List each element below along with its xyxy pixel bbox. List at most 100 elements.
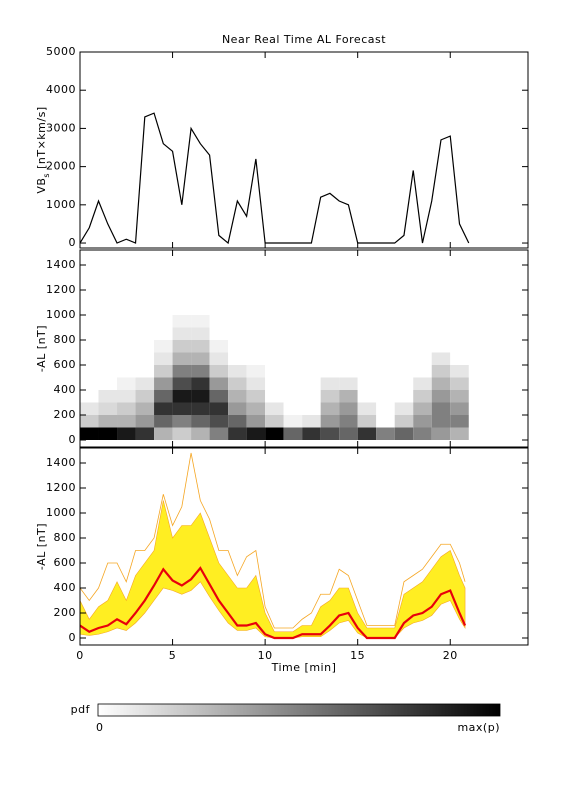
- y-tick-label: 800: [54, 333, 77, 346]
- heat-cell: [228, 377, 247, 390]
- heat-cell: [191, 340, 210, 353]
- heat-cell: [117, 315, 136, 328]
- series-line: [80, 566, 467, 640]
- y-tick-label: 200: [54, 606, 77, 619]
- heat-cell: [154, 352, 173, 365]
- heat-cell: [357, 302, 377, 315]
- heat-cell: [228, 302, 247, 315]
- heat-cell: [209, 290, 229, 303]
- heat-cell: [394, 365, 414, 378]
- series-line: [80, 112, 470, 245]
- x-axis-label: Time [min]: [271, 661, 337, 674]
- heat-cell: [431, 365, 451, 378]
- heat-cell: [135, 390, 155, 403]
- heat-cell: [376, 415, 395, 428]
- heat-cell: [209, 377, 229, 390]
- heat-cell: [394, 402, 414, 415]
- x-tick-label: 10: [258, 649, 273, 662]
- heat-cell: [265, 315, 284, 328]
- heat-cell: [431, 390, 451, 403]
- y-tick-label: 1400: [46, 258, 76, 271]
- heat-cell: [117, 415, 136, 428]
- y-tick-label: 600: [54, 358, 77, 371]
- heat-cell: [302, 390, 321, 403]
- heat-cell: [209, 402, 229, 415]
- heat-cell: [357, 427, 377, 440]
- heat-cell: [135, 290, 155, 303]
- heat-cell: [191, 377, 210, 390]
- heat-cell: [394, 390, 414, 403]
- series-line: [80, 452, 466, 629]
- heat-cell: [394, 315, 414, 328]
- heat-cell: [135, 327, 155, 340]
- heat-cell: [246, 327, 266, 340]
- heat-cell: [135, 415, 155, 428]
- heat-cell: [320, 315, 340, 328]
- heat-cell: [283, 290, 303, 303]
- heat-cell: [209, 352, 229, 365]
- heat-cell: [394, 290, 414, 303]
- heat-cell: [376, 315, 395, 328]
- heat-cell: [135, 352, 155, 365]
- heat-cell: [191, 390, 210, 403]
- heat-cell: [302, 427, 321, 440]
- heat-cell: [357, 402, 377, 415]
- band: [80, 500, 466, 639]
- y-axis-label-part: [nT×km/s]: [35, 106, 48, 173]
- heat-cell: [228, 390, 247, 403]
- heat-cell: [191, 415, 210, 428]
- heat-cell: [80, 290, 99, 303]
- heat-cell: [265, 327, 284, 340]
- heat-cell: [450, 427, 469, 440]
- heat-cell: [394, 377, 414, 390]
- plot-area: [80, 452, 467, 640]
- heat-cell: [302, 290, 321, 303]
- heat-cell: [172, 427, 192, 440]
- heat-cell: [246, 427, 266, 440]
- heat-cell: [172, 302, 192, 315]
- heat-cell: [117, 365, 136, 378]
- heat-cell: [413, 402, 432, 415]
- heat-cell: [246, 352, 266, 365]
- heat-cell: [320, 327, 340, 340]
- heat-cell: [283, 427, 303, 440]
- heat-cell: [80, 415, 99, 428]
- heat-cell: [191, 315, 210, 328]
- heat-cell: [413, 290, 432, 303]
- heat-cell: [320, 415, 340, 428]
- heat-cell: [98, 415, 118, 428]
- heat-cell: [172, 415, 192, 428]
- frame: [79, 249, 529, 448]
- heat-cell: [191, 290, 210, 303]
- heat-cell: [413, 315, 432, 328]
- heat-cell: [80, 302, 99, 315]
- heat-cell: [172, 390, 192, 403]
- heat-cell: [154, 302, 173, 315]
- heat-cell: [431, 402, 451, 415]
- heat-cell: [191, 365, 210, 378]
- heat-cell: [450, 402, 469, 415]
- heat-cell: [228, 402, 247, 415]
- heat-cell: [450, 377, 469, 390]
- heat-cell: [302, 302, 321, 315]
- heat-cell: [154, 340, 173, 353]
- heat-cell: [431, 340, 451, 353]
- heat-cell: [98, 402, 118, 415]
- heat-cell: [209, 365, 229, 378]
- colorbar-max: max(p): [457, 721, 500, 734]
- heat-cell: [450, 365, 469, 378]
- heat-cell: [283, 302, 303, 315]
- y-tick-label: 0: [69, 236, 77, 249]
- y-axis-label: VBs [nT×km/s]: [35, 106, 51, 193]
- x-tick-label: 20: [443, 649, 458, 662]
- x-tick-label: 5: [169, 649, 177, 662]
- heat-cell: [135, 340, 155, 353]
- heat-cell: [431, 415, 451, 428]
- heat-cell: [228, 415, 247, 428]
- heat-cell: [376, 427, 395, 440]
- heat-cell: [357, 340, 377, 353]
- heat-cell: [450, 302, 469, 315]
- heat-cell: [246, 340, 266, 353]
- heat-cell: [135, 427, 155, 440]
- heat-cell: [80, 315, 99, 328]
